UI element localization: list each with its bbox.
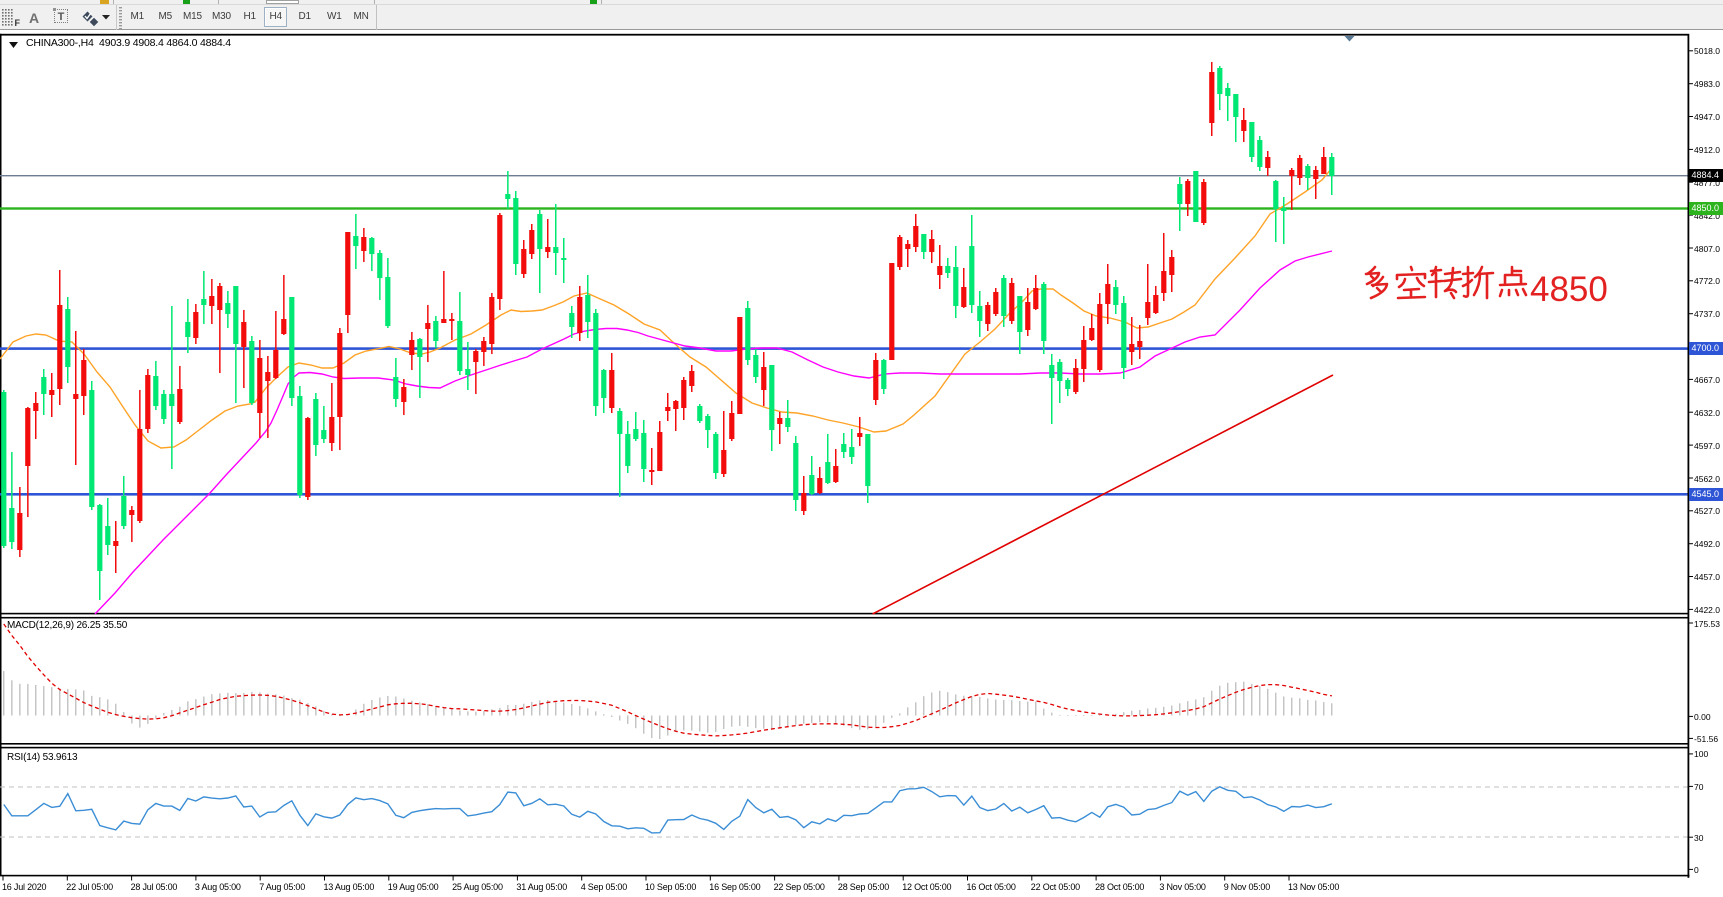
svg-text:F: F bbox=[15, 18, 21, 27]
svg-text:4850: 4850 bbox=[1530, 270, 1608, 308]
